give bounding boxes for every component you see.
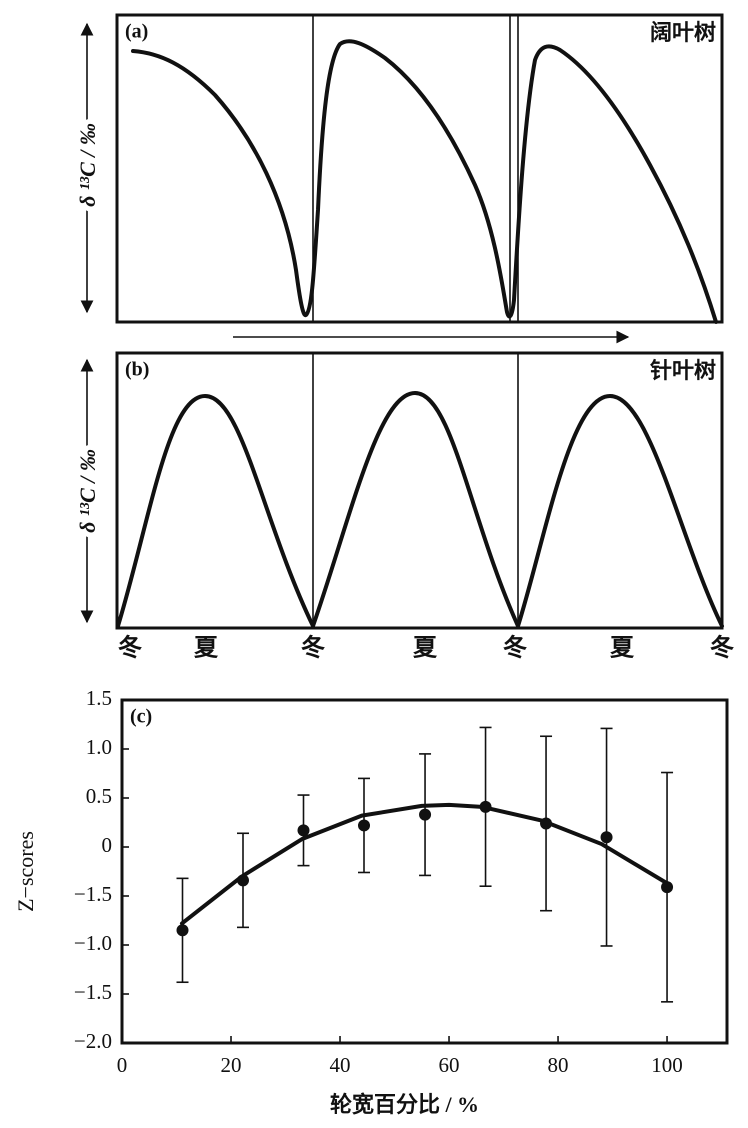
- plot-frame: [120, 698, 729, 1045]
- y-tick-label: −2.0: [74, 1029, 112, 1053]
- y-axis-label: δ ¹³C / ‰: [75, 123, 100, 207]
- x-tick-label: 0: [117, 1053, 128, 1077]
- y-tick-label: 1.5: [86, 686, 112, 710]
- data-point: [358, 819, 370, 832]
- data-point: [297, 824, 310, 837]
- season-label: 冬: [503, 634, 527, 662]
- season-label: 夏: [194, 636, 219, 662]
- y-tick-label: −1.5: [74, 980, 112, 1004]
- x-tick-label: 20: [221, 1053, 242, 1077]
- panel-a-frame: [115, 13, 724, 324]
- data-point: [661, 881, 674, 894]
- data-point: [479, 800, 492, 813]
- x-axis-label: 轮宽百分比 / %: [330, 1092, 479, 1117]
- panel-label: (c): [130, 706, 152, 728]
- season-label: 夏: [413, 636, 438, 662]
- x-tick-label: 40: [330, 1053, 351, 1077]
- panel-b-frame: [115, 351, 724, 630]
- panel-annotation: 针叶树: [650, 358, 716, 383]
- season-label: 冬: [710, 634, 734, 662]
- data-point: [419, 808, 432, 821]
- y-tick-label: −1.0: [74, 931, 112, 955]
- season-label: 冬: [301, 634, 325, 662]
- panel-label: (a): [125, 21, 148, 43]
- data-point: [600, 831, 613, 844]
- panel-label: (b): [125, 359, 149, 381]
- y-tick-label: 0: [102, 833, 113, 857]
- data-point: [176, 924, 189, 937]
- y-tick-label: −1.5: [74, 882, 112, 906]
- y-axis-label: Z−scores: [13, 831, 38, 912]
- season-label: 冬: [118, 634, 142, 662]
- schematic-curve-b: [116, 391, 724, 628]
- fit-curve: [179, 802, 670, 926]
- schematic-curve-a: [131, 39, 718, 324]
- panel-annotation: 阔叶树: [650, 20, 716, 45]
- x-tick-label: 60: [439, 1053, 460, 1077]
- x-tick-label: 100: [651, 1053, 683, 1077]
- data-point: [237, 874, 249, 887]
- data-point: [540, 817, 553, 830]
- x-tick-label: 80: [548, 1053, 569, 1077]
- y-tick-label: 1.0: [86, 735, 112, 759]
- y-axis-label: δ ¹³C / ‰: [75, 449, 100, 533]
- season-label: 夏: [610, 636, 635, 662]
- y-tick-label: 0.5: [86, 784, 112, 808]
